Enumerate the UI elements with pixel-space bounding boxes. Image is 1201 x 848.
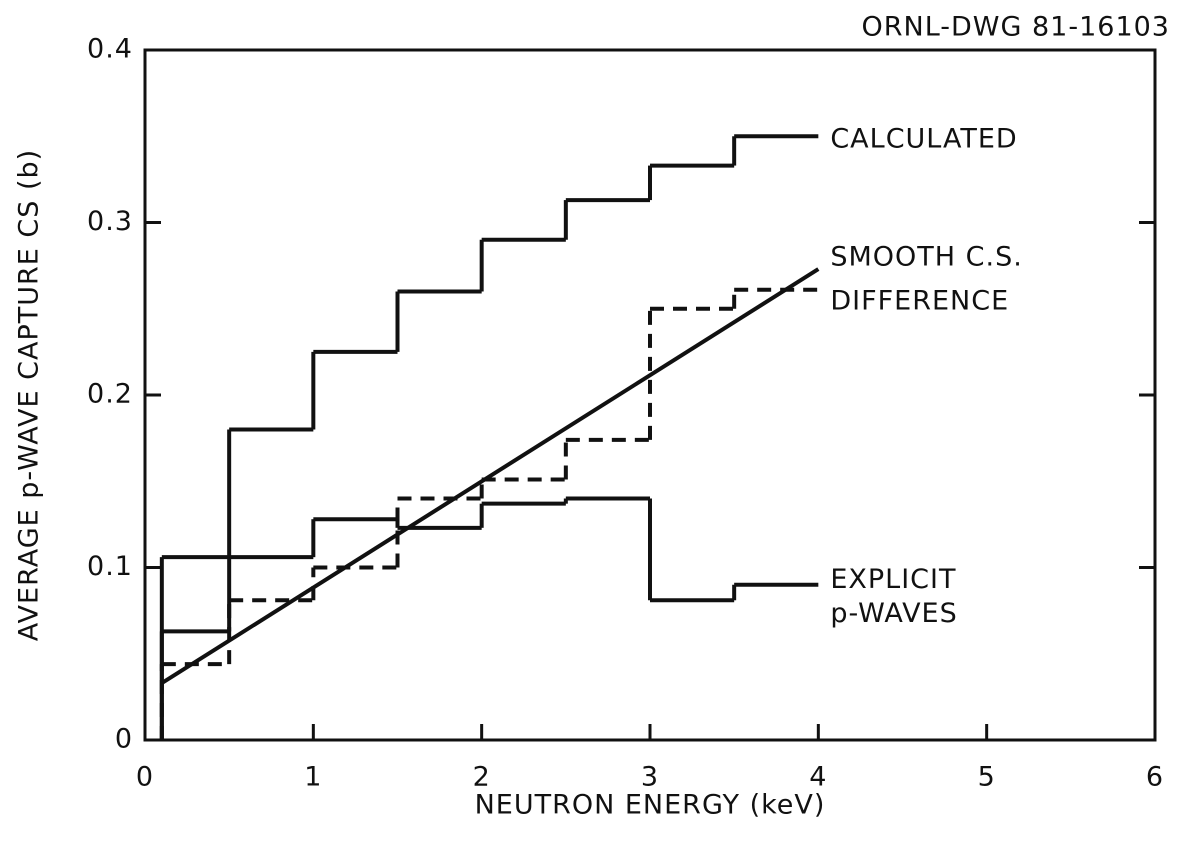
y-tick-label: 0.4 [87, 34, 133, 65]
x-axis-label: NEUTRON ENERGY (keV) [475, 790, 826, 821]
series-label: DIFFERENCE [830, 286, 1009, 317]
y-tick-label: 0.3 [87, 206, 133, 237]
x-tick-label: 1 [304, 762, 322, 793]
y-tick-label: 0.1 [87, 551, 133, 582]
series-label-line: p-WAVES [830, 598, 957, 629]
drawing-id: ORNL-DWG 81-16103 [861, 12, 1170, 43]
x-tick-label: 3 [641, 762, 659, 793]
series-label-line: EXPLICIT [830, 564, 966, 595]
x-tick-label: 2 [473, 762, 491, 793]
x-tick-label: 6 [1146, 762, 1164, 793]
y-tick-label: 0 [115, 724, 133, 755]
series-label: EXPLICIT p-WAVES [830, 564, 966, 629]
x-tick-label: 0 [136, 762, 154, 793]
x-tick-label: 5 [978, 762, 996, 793]
y-tick-label: 0.2 [87, 379, 133, 410]
x-tick-label: 4 [809, 762, 827, 793]
smooth-line [160, 267, 820, 685]
y-axis-label: AVERAGE p-WAVE CAPTURE CS (b) [14, 149, 45, 641]
series-label: SMOOTH C.S. [830, 242, 1022, 273]
series-label: CALCULATED [830, 124, 1017, 155]
